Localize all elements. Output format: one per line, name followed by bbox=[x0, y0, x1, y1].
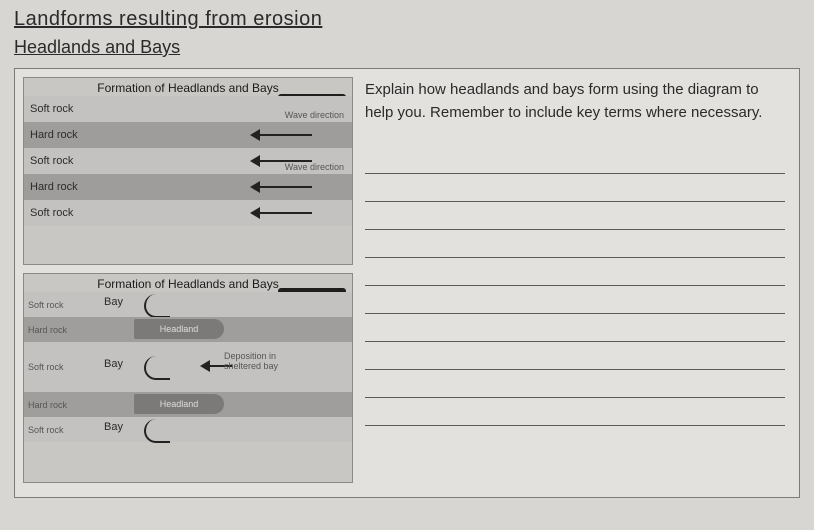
writing-line bbox=[365, 314, 785, 342]
bay-label: Bay bbox=[104, 358, 123, 370]
diagram-phase-1: Formation of Headlands and Bays Phase 1 … bbox=[23, 77, 353, 265]
dep-line: Deposition in bbox=[224, 351, 276, 361]
stripe-label: Hard rock bbox=[30, 181, 78, 193]
p2-row-soft: Soft rock Bay bbox=[24, 292, 352, 317]
bay-label: Bay bbox=[104, 296, 123, 308]
answer-column: Explain how headlands and bays form usin… bbox=[365, 77, 791, 489]
diagram-phase-2: Formation of Headlands and Bays Phase 2 … bbox=[23, 273, 353, 483]
stripe-label: Soft rock bbox=[30, 155, 73, 167]
stripe-label: Soft rock bbox=[30, 207, 73, 219]
writing-line bbox=[365, 230, 785, 258]
stripe-hard: Hard rock Wave direction bbox=[24, 174, 352, 200]
headland-shape: Headland bbox=[134, 319, 224, 339]
headland-shape: Headland bbox=[134, 394, 224, 414]
deposition-annot: Deposition in sheltered bay bbox=[224, 352, 278, 372]
page-subtitle: Headlands and Bays bbox=[14, 37, 800, 58]
worksheet-box: Formation of Headlands and Bays Phase 1 … bbox=[14, 68, 800, 498]
wave-annot: Wave direction bbox=[285, 162, 344, 172]
stripe-soft: Soft rock bbox=[24, 200, 352, 226]
dep-line: sheltered bay bbox=[224, 361, 278, 371]
wave-annot: Wave direction bbox=[285, 110, 344, 120]
writing-line bbox=[365, 342, 785, 370]
writing-line bbox=[365, 202, 785, 230]
diagram-column: Formation of Headlands and Bays Phase 1 … bbox=[23, 77, 353, 489]
p2-row-hard: Hard rock Headland bbox=[24, 317, 352, 342]
arrow-icon bbox=[252, 186, 312, 188]
bay-curve-icon bbox=[144, 419, 170, 443]
row-label: Soft rock bbox=[28, 362, 64, 372]
arrow-icon bbox=[252, 134, 312, 136]
p2-row-hard: Hard rock Headland bbox=[24, 392, 352, 417]
stripe-label: Soft rock bbox=[30, 103, 73, 115]
diagram1-body: Soft rock Hard rock Wave direction Soft … bbox=[24, 96, 352, 256]
arrow-icon bbox=[252, 212, 312, 214]
row-label: Soft rock bbox=[28, 425, 64, 435]
bay-curve-icon bbox=[144, 356, 170, 380]
writing-line bbox=[365, 370, 785, 398]
stripe-hard: Hard rock Wave direction bbox=[24, 122, 352, 148]
p2-row-soft: Soft rock Bay bbox=[24, 417, 352, 442]
writing-line bbox=[365, 146, 785, 174]
row-label: Soft rock bbox=[28, 300, 64, 310]
writing-lines bbox=[365, 146, 785, 426]
writing-line bbox=[365, 398, 785, 426]
bay-curve-icon bbox=[144, 294, 170, 318]
writing-line bbox=[365, 174, 785, 202]
writing-line bbox=[365, 258, 785, 286]
stripe-label: Hard rock bbox=[30, 129, 78, 141]
diagram2-body: Soft rock Bay Hard rock Headland Soft ro… bbox=[24, 292, 352, 478]
writing-line bbox=[365, 286, 785, 314]
page-title: Landforms resulting from erosion bbox=[14, 8, 800, 31]
bay-label: Bay bbox=[104, 421, 123, 433]
row-label: Hard rock bbox=[28, 400, 67, 410]
row-label: Hard rock bbox=[28, 325, 67, 335]
p2-row-soft: Soft rock Bay Deposition in sheltered ba… bbox=[24, 342, 352, 392]
instruction-text: Explain how headlands and bays form usin… bbox=[365, 79, 785, 124]
